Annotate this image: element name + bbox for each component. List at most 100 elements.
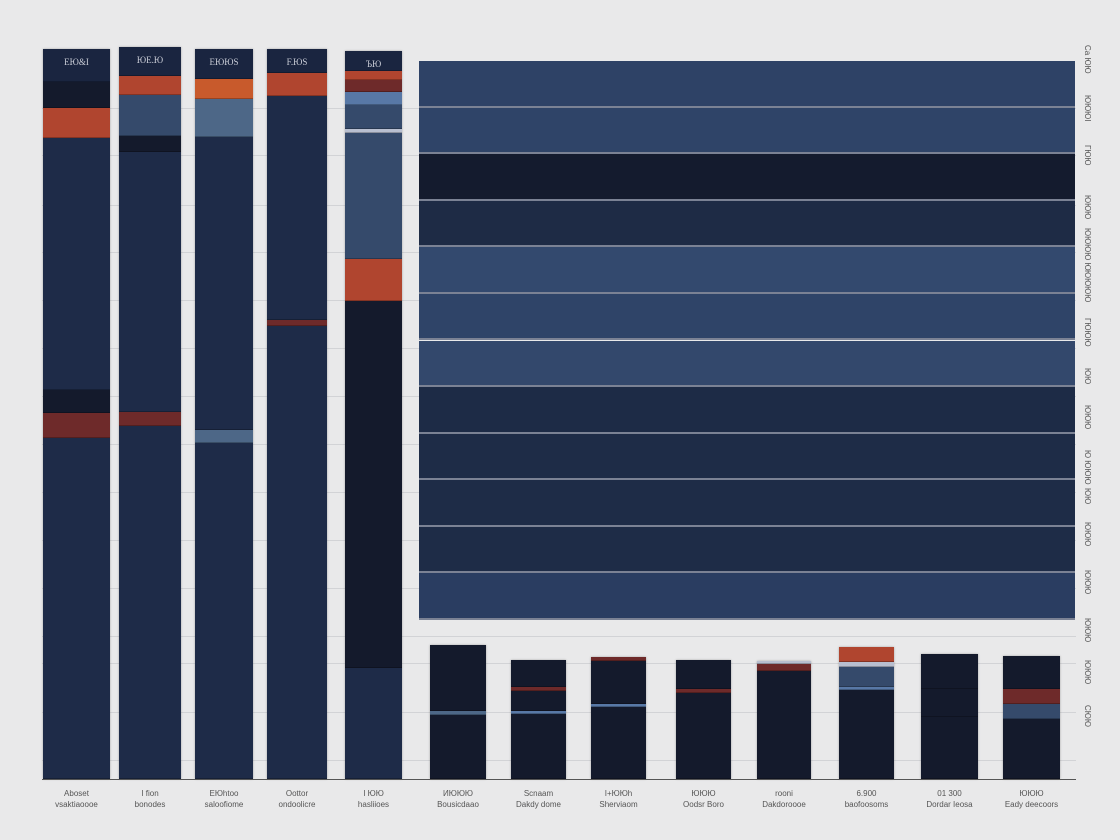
- x-tick-label: ИЮЮЮ Bousicdaao: [437, 789, 479, 809]
- x-tick-label: EЮhtoo saloofiome: [204, 789, 244, 809]
- bar-segment: [345, 51, 402, 72]
- right-axis-label: ЮЮЮI: [1083, 95, 1092, 122]
- x-tick-label: ЮЮЮ Eady deecoors: [1004, 789, 1059, 809]
- bar-segment: [119, 76, 181, 96]
- bar-segment: [1003, 704, 1060, 719]
- bar-segment: [511, 710, 566, 714]
- bar-header-label: ЪЮ: [365, 59, 382, 70]
- panel-bar: [419, 573, 1075, 620]
- bar-segment: [676, 688, 731, 694]
- bar-segment: [430, 715, 486, 779]
- panel-bar: [419, 480, 1075, 527]
- bar-segment: [345, 91, 402, 105]
- bar: [757, 661, 811, 779]
- bar-segment: [430, 710, 486, 716]
- right-axis-label: Ca ЮЮ: [1083, 45, 1092, 74]
- right-axis-label: ЮЮЮ: [1083, 405, 1092, 430]
- bar-segment: [119, 135, 181, 153]
- right-axis-label: ЮЮЮ: [1083, 660, 1092, 685]
- bar-segment: [839, 661, 894, 667]
- bar: ЮЕ.Ю: [119, 47, 181, 779]
- bar: ЕЮЮS: [195, 49, 253, 779]
- bar-segment: [119, 411, 181, 427]
- panel-bar: [419, 107, 1075, 155]
- x-tick-label: rooni Dakdoroooe: [762, 789, 806, 809]
- bar-segment: [1003, 656, 1060, 689]
- bar-segment: [757, 664, 811, 672]
- panel-bar: [419, 433, 1075, 481]
- bar-segment: [345, 300, 402, 668]
- bar-segment: [195, 429, 253, 443]
- bar-segment: [43, 49, 110, 83]
- bar-segment: [43, 108, 110, 139]
- bar-segment: [267, 325, 327, 779]
- right-axis-label: ЮЮ: [1083, 488, 1092, 505]
- x-tick-label: Aboset vsaktiaoooe: [55, 789, 98, 809]
- bar-segment: [591, 661, 646, 704]
- bar-segment: [267, 49, 327, 74]
- x-tick-label: Scnaam Dakdy dome: [516, 789, 561, 809]
- panel-bar: [419, 61, 1075, 108]
- bar-segment: [43, 390, 110, 413]
- bar-segment: [676, 659, 731, 689]
- bar-segment: [839, 687, 894, 691]
- bar: EЮ&I: [43, 49, 110, 779]
- bar-segment: [921, 688, 978, 718]
- bar-segment: [267, 320, 327, 326]
- bar: [676, 659, 731, 779]
- right-axis-label: ЮЮЮЮ Ю: [1083, 228, 1092, 271]
- panel-bar: [419, 293, 1075, 341]
- bar-segment: [195, 98, 253, 137]
- bar-segment: [1003, 688, 1060, 705]
- bar-segment: [511, 659, 566, 687]
- bar-segment: [591, 703, 646, 708]
- gridline: [42, 636, 1076, 637]
- bar: [839, 647, 894, 779]
- bar-segment: [267, 96, 327, 320]
- bar-segment: [345, 104, 402, 129]
- bar-segment: [921, 653, 978, 689]
- panel-bar: [419, 154, 1075, 201]
- x-tick-label: ЮЮЮ Oodsr Boro: [683, 789, 724, 809]
- bar-header-label: F.ЮS: [286, 57, 308, 68]
- right-axis-label: ГЮЮЮ: [1083, 318, 1092, 347]
- bar-segment: [43, 412, 110, 438]
- bar-segment: [511, 713, 566, 779]
- panel-bar: [419, 200, 1075, 248]
- bar-segment: [43, 437, 110, 779]
- x-tick-label: I+ЮЮh Sherviaom: [599, 789, 638, 809]
- bar-header-label: EЮ&I: [64, 57, 89, 68]
- x-tick-label: 01 300 Dordar Ieosa: [926, 789, 973, 809]
- bar-segment: [839, 666, 894, 688]
- x-tick-label: I ЮЮ hasliioes: [357, 789, 390, 809]
- bar-segment: [839, 690, 894, 779]
- bar-segment: [267, 73, 327, 97]
- right-axis-label: Ю ЮЮЮ: [1083, 450, 1092, 485]
- bar-segment: [511, 691, 566, 711]
- panel-bar: [419, 340, 1075, 388]
- bar-segment: [195, 137, 253, 430]
- bar-segment: [839, 647, 894, 662]
- bar: [1003, 656, 1060, 779]
- bar-segment: [119, 95, 181, 136]
- bar-segment: [676, 693, 731, 779]
- bar: [430, 645, 486, 779]
- bar-segment: [345, 71, 402, 80]
- bar-segment: [511, 686, 566, 692]
- bar-segment: [430, 645, 486, 711]
- bar-segment: [757, 671, 811, 779]
- bar-segment: [345, 667, 402, 779]
- bar: [591, 656, 646, 779]
- right-axis-label: ГЮЮ: [1083, 145, 1092, 166]
- bar-segment: [43, 138, 110, 391]
- bar-segment: [757, 661, 811, 665]
- bar-segment: [345, 79, 402, 92]
- x-tick-label: Oottor ondoolicre: [278, 789, 316, 809]
- bar-segment: [345, 132, 402, 260]
- bar-segment: [195, 79, 253, 99]
- bar-segment: [345, 259, 402, 301]
- x-axis-line: [42, 779, 1076, 780]
- right-axis-label: ЮЮ: [1083, 368, 1092, 385]
- bar-header-label: ЮЕ.Ю: [136, 55, 164, 65]
